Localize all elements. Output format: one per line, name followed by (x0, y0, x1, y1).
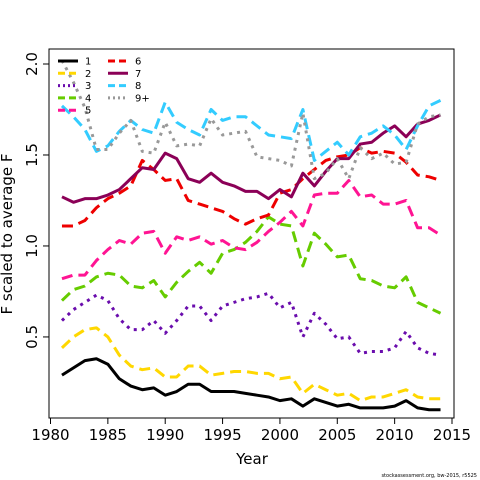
y-tick-label: 1.5 (23, 143, 41, 167)
legend-label-3: 3 (85, 81, 91, 92)
legend-label-7: 7 (135, 69, 141, 80)
legend-label-9+: 9+ (135, 93, 150, 104)
x-tick-label: 1980 (31, 426, 69, 444)
series-layer (60, 59, 442, 412)
legend-label-6: 6 (135, 57, 141, 68)
x-tick-label: 1985 (89, 426, 127, 444)
y-tick-label: 2.0 (23, 52, 41, 76)
y-tick-label: 1.0 (23, 234, 41, 258)
x-axis-title: Year (235, 450, 269, 468)
x-tick-label: 1990 (146, 426, 184, 444)
series-line-2 (60, 326, 441, 403)
plot-frame (48, 48, 455, 419)
x-tick-label: 2005 (318, 426, 356, 444)
y-axis-title: F scaled to average F (0, 154, 16, 315)
y-tick-label: 0.5 (23, 325, 41, 349)
legend-label-1: 1 (85, 57, 91, 68)
series-line-5 (61, 178, 442, 281)
legend-label-4: 4 (85, 93, 91, 104)
series-line-7 (61, 113, 442, 204)
series-line-8 (60, 99, 442, 162)
legend-label-5: 5 (85, 106, 91, 117)
axes-group: 1980 1985 1990 1995 2000 2005 2010 2015 0.5 1.0 1.… (23, 52, 471, 444)
series-line-3 (60, 291, 441, 357)
series-line-4 (60, 215, 442, 315)
series-line-6 (61, 146, 441, 228)
legend-label-2: 2 (85, 69, 91, 80)
x-tick-label: 2010 (376, 426, 414, 444)
credit-text: stockassessment.org, bw-2015, r5525 (381, 473, 477, 479)
legend-label-8: 8 (135, 81, 141, 92)
series-line-1 (61, 357, 441, 412)
x-tick-label: 2015 (433, 426, 471, 444)
series-line-9+ (60, 59, 441, 181)
x-tick-label: 2000 (261, 426, 299, 444)
x-tick-label: 1995 (203, 426, 241, 444)
